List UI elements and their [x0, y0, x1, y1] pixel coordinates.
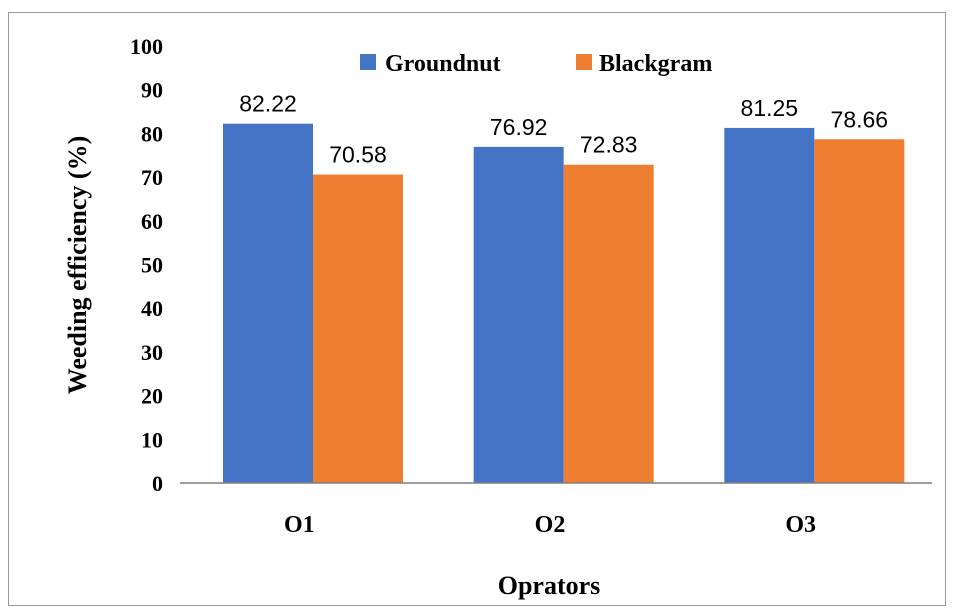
y-tick-label: 80	[141, 121, 163, 146]
data-label: 78.66	[831, 106, 889, 132]
y-tick-label: 40	[141, 296, 163, 321]
bar-blackgram-o3	[814, 139, 905, 483]
data-label: 70.58	[329, 142, 387, 168]
x-category-label: O1	[284, 512, 315, 538]
data-label: 82.22	[239, 91, 297, 117]
y-axis-title: Weeding efficiency (%)	[63, 136, 92, 395]
x-axis-title: Oprators	[498, 571, 601, 600]
y-axis-ticks: 0 10 20 30 40 50 60 70 80 90 100	[130, 34, 163, 496]
x-category-label: O2	[535, 512, 566, 538]
bar-groundnut-o3	[724, 127, 815, 483]
y-tick-label: 60	[141, 209, 163, 234]
data-label: 76.92	[490, 114, 548, 140]
legend-swatch-groundnut	[360, 54, 376, 70]
y-tick-label: 70	[141, 165, 163, 190]
bar-blackgram-o1	[313, 174, 403, 483]
y-tick-label: 100	[130, 34, 163, 59]
legend: Groundnut Blackgram	[360, 51, 712, 77]
data-label: 72.83	[580, 132, 638, 158]
legend-label-blackgram: Blackgram	[599, 51, 712, 77]
y-tick-label: 20	[141, 384, 163, 409]
legend-swatch-blackgram	[576, 54, 592, 70]
legend-label-groundnut: Groundnut	[385, 51, 501, 77]
y-tick-label: 0	[152, 471, 163, 496]
bar-groundnut-o1	[223, 123, 313, 483]
y-tick-label: 90	[141, 78, 163, 103]
x-axis-categories: O1 O2 O3	[284, 512, 816, 538]
data-labels: 82.22 76.92 81.25 70.58 72.83 78.66	[239, 91, 888, 168]
bar-blackgram-o2	[563, 164, 654, 483]
bars	[223, 123, 905, 483]
y-tick-label: 30	[141, 340, 163, 365]
y-tick-label: 50	[141, 253, 163, 278]
y-tick-label: 10	[141, 427, 163, 452]
x-category-label: O3	[785, 512, 816, 538]
data-label: 81.25	[741, 95, 799, 121]
bar-groundnut-o2	[473, 146, 564, 483]
